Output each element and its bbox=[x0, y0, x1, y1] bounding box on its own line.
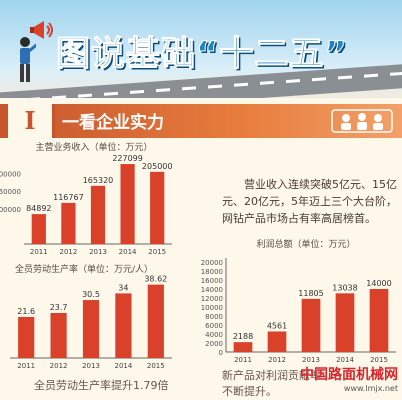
y-tick-label: 20000 bbox=[201, 259, 223, 267]
x-tick-label: 2013 bbox=[89, 248, 107, 256]
data-label: 227099 bbox=[112, 154, 143, 163]
x-tick-label: 2014 bbox=[114, 362, 132, 370]
data-label: 38.62 bbox=[144, 275, 167, 284]
productivity-chart: 全员劳动生产率（单位：万元/人） 21.6 2011 23.7 2012 30.5 2013… bbox=[10, 263, 172, 370]
bar bbox=[50, 312, 67, 358]
chart-title: 利润总额（单位：万元） bbox=[256, 238, 355, 250]
data-label: 14000 bbox=[366, 279, 391, 288]
y-tick-label: 0 bbox=[219, 349, 223, 357]
watermark-url: www.lmjx.net bbox=[343, 384, 398, 393]
x-tick-label: 2011 bbox=[234, 356, 252, 364]
banner-title: 图说基础“十二五” bbox=[56, 34, 348, 75]
productivity-caption: 全员劳动生产率提升1.79倍 bbox=[34, 379, 169, 392]
data-label: 21.6 bbox=[17, 307, 35, 316]
person-icon bbox=[20, 37, 36, 82]
y-tick-label: 14000 bbox=[201, 286, 223, 294]
bar bbox=[61, 202, 76, 244]
x-tick-label: 2015 bbox=[147, 362, 165, 370]
bar bbox=[147, 284, 164, 358]
x-tick-label: 2015 bbox=[148, 248, 166, 256]
banner: 图说基础“十二五” bbox=[0, 0, 402, 98]
x-tick-label: 2011 bbox=[17, 362, 35, 370]
x-tick-label: 2012 bbox=[50, 362, 68, 370]
profit-caption: 新产品对利润贡献率不断提升。 bbox=[222, 369, 321, 398]
data-label: 205000 bbox=[142, 162, 173, 171]
data-label: 165320 bbox=[83, 176, 114, 185]
watermark-logo: 中国路面机械网 www.lmjx.net bbox=[278, 364, 398, 398]
x-tick-label: 2013 bbox=[82, 362, 100, 370]
data-label: 4561 bbox=[267, 321, 287, 330]
x-tick-label: 2014 bbox=[119, 248, 137, 256]
bar bbox=[335, 293, 355, 352]
x-tick-label: 2013 bbox=[302, 356, 320, 364]
people-icon bbox=[331, 109, 393, 133]
y-tick-label: 200000 bbox=[0, 171, 21, 179]
data-label: 34 bbox=[118, 283, 128, 292]
x-tick-label: 2011 bbox=[30, 248, 48, 256]
y-tick-label: 16000 bbox=[201, 277, 223, 285]
bar bbox=[18, 316, 35, 358]
intro-text: 营业收入连续突破5亿元、15亿元、20亿元，5年迈上三个大台阶，网钻产品市场占有… bbox=[222, 178, 397, 225]
profit-chart: 利润总额（单位：万元）20000180001600014000120001000… bbox=[201, 238, 396, 364]
y-tick-label: 100000 bbox=[0, 206, 21, 214]
bar bbox=[115, 293, 132, 358]
x-tick-label: 2014 bbox=[336, 356, 354, 364]
data-label: 30.5 bbox=[82, 290, 100, 299]
bar bbox=[120, 164, 135, 244]
y-tick-label: 18000 bbox=[201, 268, 223, 276]
bar bbox=[233, 342, 253, 352]
bar bbox=[82, 300, 100, 358]
bar bbox=[369, 289, 389, 352]
data-label: 11805 bbox=[298, 289, 323, 298]
bar bbox=[90, 185, 106, 244]
chart-title: 主营业务收入（单位：万元） bbox=[35, 141, 152, 153]
data-label: 84892 bbox=[26, 204, 51, 213]
y-tick-label: 8000 bbox=[205, 313, 223, 321]
megaphone-icon bbox=[30, 21, 53, 39]
section-title: 一看企业实力 bbox=[62, 113, 164, 133]
x-tick-label: 2015 bbox=[370, 356, 388, 364]
y-tick-label: 2000 bbox=[205, 340, 223, 348]
bar bbox=[267, 331, 287, 352]
y-tick-label: 6000 bbox=[205, 322, 223, 330]
bar bbox=[150, 171, 165, 244]
y-tick-label: 4000 bbox=[205, 331, 223, 339]
bar bbox=[31, 214, 46, 244]
section-number: I bbox=[8, 104, 55, 138]
revenue-chart: 主营业务收入（单位：万元） 200000 150000 100000 84892 2011… bbox=[0, 141, 173, 256]
data-label: 116767 bbox=[53, 193, 84, 202]
y-tick-label: 10000 bbox=[201, 304, 223, 312]
y-tick-label: 150000 bbox=[0, 188, 21, 196]
data-label: 13038 bbox=[332, 283, 357, 292]
data-label: 2188 bbox=[233, 332, 253, 341]
data-label: 23.7 bbox=[50, 303, 68, 312]
watermark-main: 中国路面机械网 bbox=[300, 367, 398, 383]
x-tick-label: 2012 bbox=[59, 248, 77, 256]
chart-title: 全员劳动生产率（单位：万元/人） bbox=[15, 263, 153, 275]
x-tick-label: 2012 bbox=[268, 356, 286, 364]
y-tick-label: 12000 bbox=[201, 295, 223, 303]
bar bbox=[301, 298, 321, 352]
